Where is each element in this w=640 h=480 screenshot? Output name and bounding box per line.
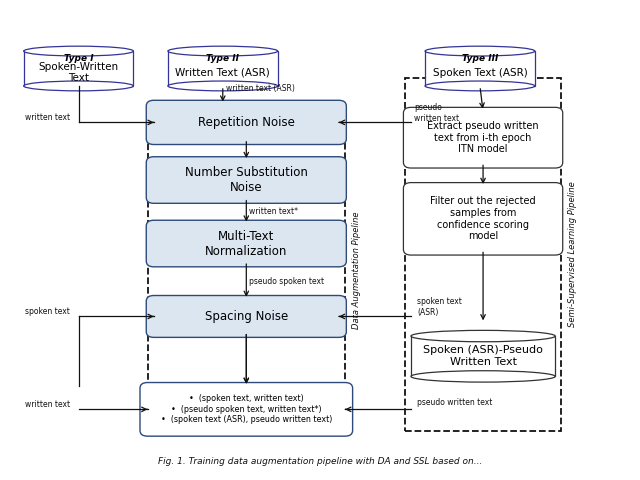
Ellipse shape bbox=[411, 330, 556, 342]
Text: Spoken (ASR)-Pseudo
Written Text: Spoken (ASR)-Pseudo Written Text bbox=[423, 346, 543, 367]
Text: Spoken Text (ASR): Spoken Text (ASR) bbox=[433, 68, 527, 78]
Text: Spoken-Written
Text: Spoken-Written Text bbox=[38, 62, 118, 84]
Bar bbox=[404, 78, 561, 431]
Text: Fig. 1. Training data augmentation pipeline with DA and SSL based on...: Fig. 1. Training data augmentation pipel… bbox=[158, 457, 482, 466]
Ellipse shape bbox=[24, 81, 133, 91]
FancyBboxPatch shape bbox=[168, 51, 278, 86]
FancyBboxPatch shape bbox=[140, 383, 353, 436]
Text: spoken text: spoken text bbox=[25, 307, 70, 316]
Text: Extract pseudo written
text from i-th epoch
ITN model: Extract pseudo written text from i-th ep… bbox=[428, 121, 539, 154]
FancyBboxPatch shape bbox=[147, 220, 346, 267]
Text: written text: written text bbox=[25, 113, 70, 122]
Text: Type III: Type III bbox=[461, 54, 498, 63]
Text: pseudo written text: pseudo written text bbox=[417, 398, 493, 407]
Ellipse shape bbox=[24, 46, 133, 56]
FancyBboxPatch shape bbox=[411, 336, 556, 376]
Ellipse shape bbox=[411, 371, 556, 382]
Bar bbox=[148, 110, 345, 431]
Text: spoken text
(ASR): spoken text (ASR) bbox=[417, 297, 462, 317]
Text: Data Augmentation Pipeline: Data Augmentation Pipeline bbox=[352, 212, 361, 329]
FancyBboxPatch shape bbox=[24, 51, 133, 86]
Ellipse shape bbox=[425, 46, 535, 56]
Text: •  (spoken text, written text)
•  (pseudo spoken text, written text*)
•  (spoken: • (spoken text, written text) • (pseudo … bbox=[161, 395, 332, 424]
Text: pseudo
written text: pseudo written text bbox=[414, 103, 460, 123]
Text: written text (ASR): written text (ASR) bbox=[226, 84, 295, 94]
Text: written text: written text bbox=[25, 400, 70, 409]
Text: Number Substitution
Noise: Number Substitution Noise bbox=[185, 166, 308, 194]
FancyBboxPatch shape bbox=[147, 100, 346, 144]
Text: written text*: written text* bbox=[250, 207, 298, 216]
Text: Written Text (ASR): Written Text (ASR) bbox=[175, 68, 270, 78]
Text: Filter out the rejected
samples from
confidence scoring
model: Filter out the rejected samples from con… bbox=[430, 196, 536, 241]
Text: Spacing Noise: Spacing Noise bbox=[205, 310, 288, 323]
Text: Type I: Type I bbox=[64, 54, 93, 63]
Text: Repetition Noise: Repetition Noise bbox=[198, 116, 295, 129]
Text: Type II: Type II bbox=[206, 54, 239, 63]
Text: pseudo spoken text: pseudo spoken text bbox=[250, 276, 324, 286]
FancyBboxPatch shape bbox=[147, 157, 346, 204]
Text: Semi-Supervised Learning Pipeline: Semi-Supervised Learning Pipeline bbox=[568, 181, 577, 327]
FancyBboxPatch shape bbox=[147, 296, 346, 337]
Text: Multi-Text
Normalization: Multi-Text Normalization bbox=[205, 229, 287, 258]
FancyBboxPatch shape bbox=[425, 51, 535, 86]
FancyBboxPatch shape bbox=[403, 108, 563, 168]
Ellipse shape bbox=[168, 81, 278, 91]
Ellipse shape bbox=[425, 81, 535, 91]
Ellipse shape bbox=[168, 46, 278, 56]
FancyBboxPatch shape bbox=[403, 182, 563, 255]
